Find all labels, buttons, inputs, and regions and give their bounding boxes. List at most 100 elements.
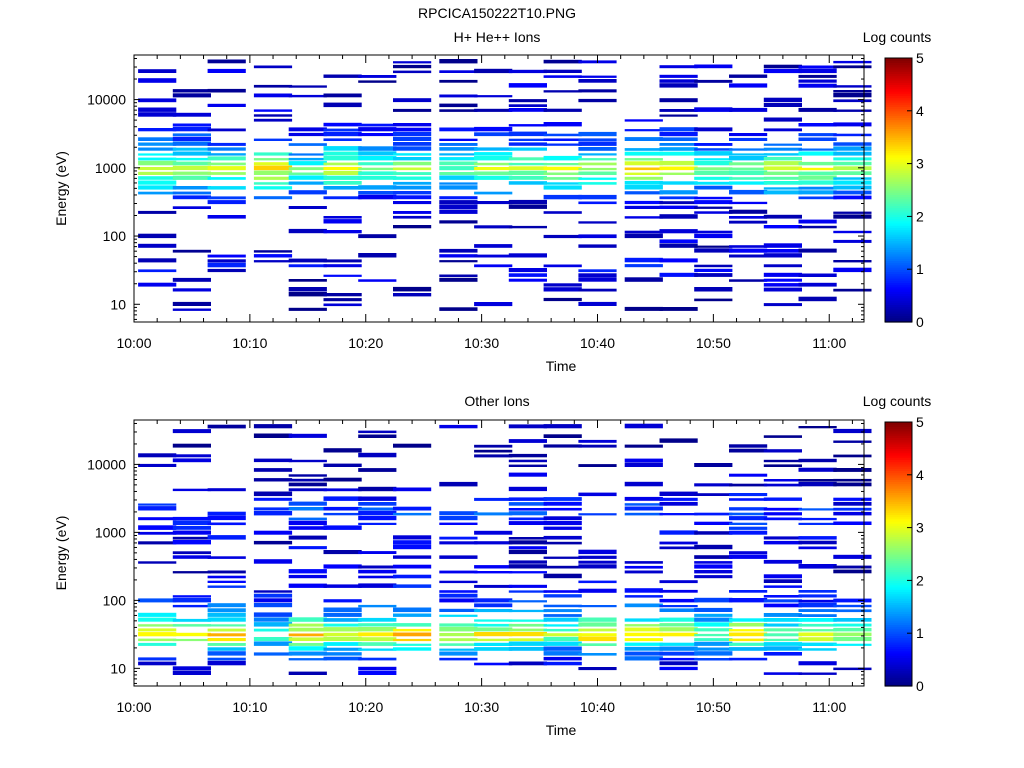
heatmap-cell [694, 248, 733, 253]
x-tick-label: 10:50 [696, 699, 731, 715]
y-axis-label: Energy (eV) [53, 151, 69, 226]
heatmap-cell [253, 165, 293, 171]
colorbar-step [885, 71, 912, 74]
colorbar-step [885, 622, 912, 625]
heatmap-cell [138, 531, 177, 535]
colorbar-step [885, 472, 912, 476]
heatmap-cell [694, 160, 733, 166]
heatmap-cell [659, 661, 698, 666]
heatmap-cell [508, 619, 547, 622]
heatmap-cell [172, 89, 211, 93]
heatmap-cell [729, 83, 768, 88]
heatmap-cell [439, 143, 478, 146]
colorbar-step [885, 126, 912, 129]
heatmap-cell [323, 298, 362, 302]
heatmap-cell [138, 69, 177, 73]
x-tick-label: 10:10 [232, 699, 267, 715]
heatmap-cell [659, 497, 698, 501]
colorbar-step [885, 214, 912, 217]
heatmap-cell [172, 191, 211, 195]
heatmap-cell [288, 651, 327, 656]
heatmap-cell [763, 603, 802, 608]
heatmap-cell [624, 627, 663, 632]
colorbar-step [885, 644, 912, 647]
heatmap-cell [543, 594, 582, 598]
colorbar-step [885, 73, 912, 77]
colorbar-step [885, 249, 912, 253]
heatmap-cell [323, 186, 362, 190]
heatmap-cell [393, 131, 432, 137]
heatmap-cell [253, 65, 293, 69]
heatmap-cell [288, 646, 327, 651]
panel-title: Other Ions [464, 393, 529, 409]
heatmap-cell [207, 617, 246, 622]
heatmap-cell [729, 107, 768, 112]
heatmap-cell [729, 156, 768, 161]
heatmap-cell [763, 595, 802, 598]
heatmap-cell [798, 123, 837, 127]
heatmap-cell [659, 642, 698, 646]
heatmap-cell [288, 478, 327, 482]
heatmap-cell [138, 503, 177, 506]
heatmap-cell [763, 574, 802, 579]
heatmap-cell [798, 65, 837, 69]
heatmap-cell [729, 153, 768, 156]
heatmap-cell [393, 638, 432, 642]
colorbar-step [885, 106, 912, 110]
heatmap-cell [659, 114, 698, 117]
heatmap-cell [323, 131, 362, 137]
heatmap-cell [798, 186, 837, 190]
heatmap-cell [323, 584, 362, 588]
heatmap-cell [393, 607, 432, 613]
heatmap-cell [763, 642, 802, 646]
heatmap-cell [543, 143, 582, 146]
heatmap-cell [763, 303, 802, 307]
heatmap-cell [508, 124, 547, 127]
heatmap-cell [207, 147, 246, 151]
heatmap-cell [358, 452, 397, 458]
heatmap-cell [323, 264, 362, 268]
heatmap-cell [624, 158, 663, 161]
colorbar-step [885, 119, 912, 123]
heatmap-cell [694, 613, 733, 617]
heatmap-cell [207, 660, 246, 666]
heatmap-cell [578, 622, 617, 627]
colorbar-step [885, 554, 912, 557]
colorbar-step [885, 545, 912, 548]
colorbar-step [885, 223, 912, 226]
heatmap-cell [253, 433, 293, 438]
heatmap-cell [439, 541, 478, 545]
heatmap-cell [393, 127, 432, 132]
heatmap-cell [439, 614, 478, 617]
heatmap-cell [172, 165, 211, 171]
heatmap-cell [207, 603, 246, 608]
heatmap-cell [578, 269, 617, 273]
heatmap-cell [798, 618, 837, 622]
heatmap-cell [508, 564, 547, 569]
colorbar-step [885, 650, 912, 654]
colorbar-step [885, 201, 912, 204]
heatmap-cell [659, 546, 698, 550]
heatmap-cell [253, 617, 293, 622]
heatmap-cell [288, 190, 327, 195]
heatmap-cell [207, 186, 246, 190]
heatmap-cell [763, 559, 802, 564]
colorbar-step [885, 306, 912, 310]
heatmap-cell [253, 158, 293, 161]
heatmap-cell [172, 161, 211, 166]
heatmap-cell [833, 171, 872, 175]
heatmap-cell [798, 564, 837, 569]
colorbar-step [885, 110, 912, 114]
heatmap-cell [729, 483, 768, 487]
heatmap-cell [207, 575, 246, 579]
heatmap-cell [288, 127, 327, 132]
heatmap-cell [172, 308, 211, 311]
heatmap-cell [474, 627, 513, 632]
y-tick-label: 10000 [87, 92, 126, 108]
y-axis: 10 100 1000 10000 Energy (eV) [53, 57, 864, 320]
heatmap-cell [393, 564, 432, 569]
heatmap-cell [578, 580, 617, 584]
heatmap-cell [508, 571, 547, 574]
heatmap-cell [172, 171, 211, 175]
heatmap-cell [508, 502, 547, 506]
